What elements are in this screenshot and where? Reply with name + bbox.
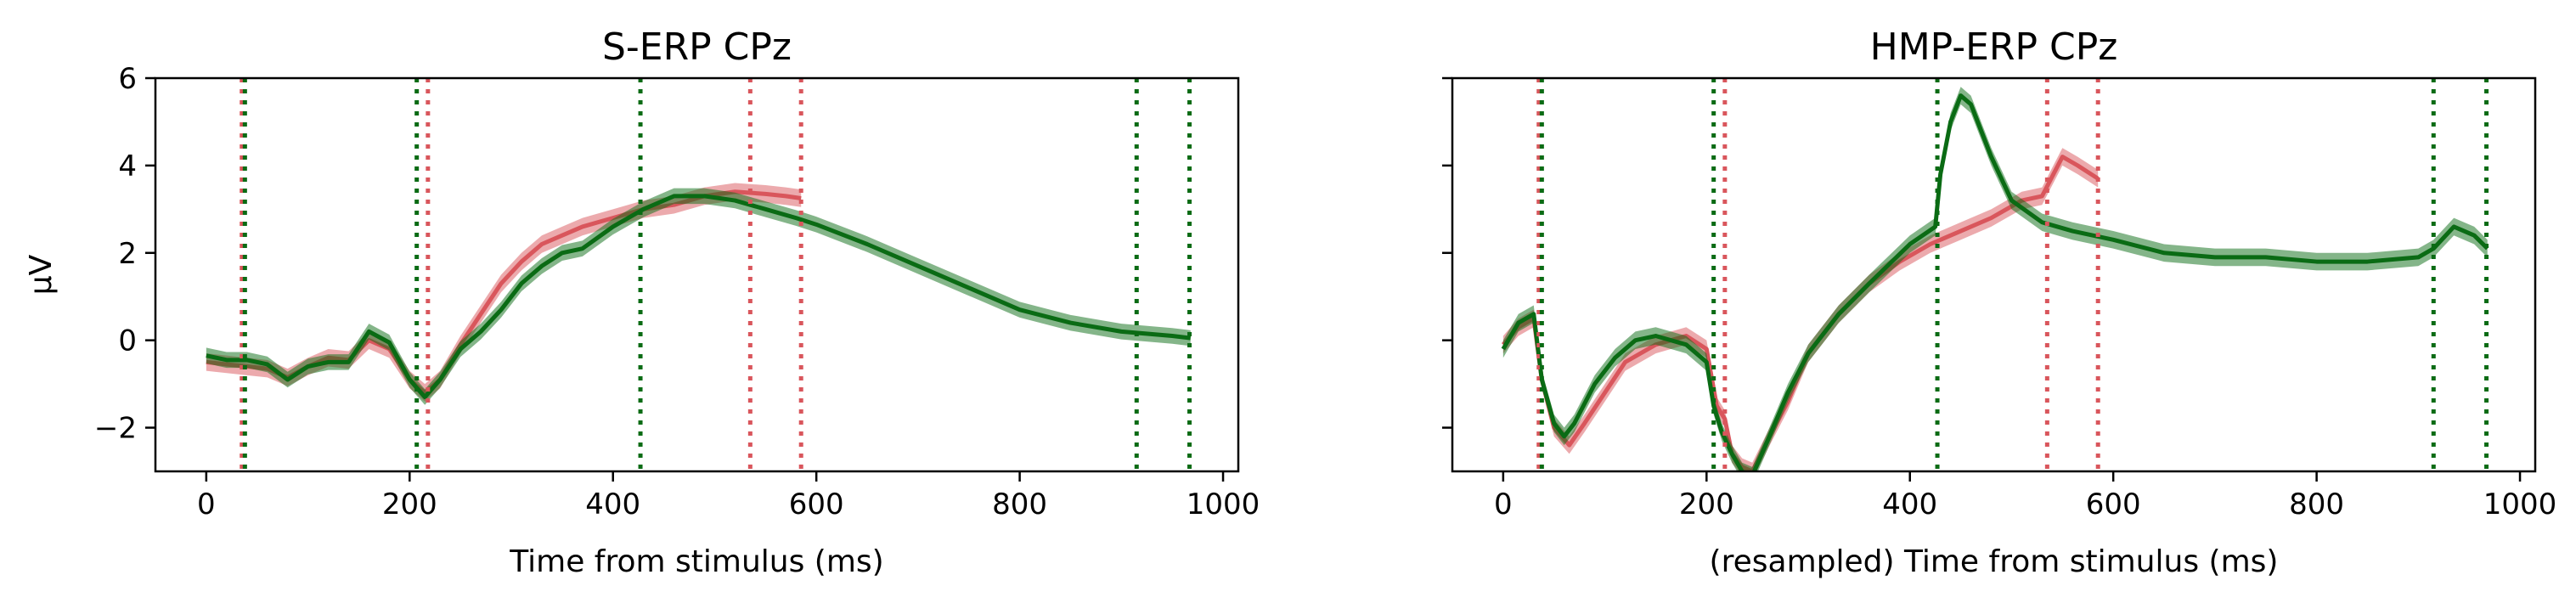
x-tick-label: 0 [197, 487, 216, 521]
y-tick-label: 4 [118, 149, 137, 183]
x-tick-label: 1000 [1187, 487, 1260, 521]
plot-area [206, 78, 1192, 471]
x-axis-label: Time from stimulus (ms) [509, 544, 883, 579]
y-tick-label: 6 [118, 62, 137, 96]
y-tick-label: 2 [118, 237, 137, 271]
x-tick-label: 200 [382, 487, 437, 521]
series-green-band [206, 188, 1191, 405]
series-green-line [1501, 93, 2489, 471]
x-tick-label: 600 [789, 487, 844, 521]
chart-title: HMP-ERP CPz [1870, 25, 2118, 69]
x-tick-label: 600 [2086, 487, 2141, 521]
series-red-line [206, 189, 802, 395]
y-axis-label: μV [24, 254, 59, 295]
x-tick-label: 0 [1494, 487, 1513, 521]
plot-frame [154, 76, 1240, 473]
series-green-line [206, 194, 1192, 400]
plot-frame [1451, 76, 2537, 473]
y-tick-label: 0 [118, 324, 137, 358]
x-tick-label: 1000 [2483, 487, 2557, 521]
x-tick-label: 400 [585, 487, 640, 521]
y-tick-label: −2 [94, 412, 137, 446]
plot-area [1501, 78, 2489, 471]
chart-title: S-ERP CPz [602, 25, 792, 69]
x-tick-label: 800 [992, 487, 1047, 521]
x-tick-label: 200 [1679, 487, 1734, 521]
series-red-band [1502, 148, 2099, 471]
series-green-band [1502, 87, 2488, 471]
x-tick-label: 400 [1882, 487, 1937, 521]
panel-hmp-erp: 0 200 400 600 800 1000 HMP-ERP CPz (resampled) … [1442, 25, 2556, 579]
x-tick-label: 800 [2289, 487, 2344, 521]
x-axis-label: (resampled) Time from stimulus (ms) [1710, 544, 2279, 579]
panel-s-erp: 0 200 400 600 800 1000 −2 0 2 4 6 S-ERP CPz Time fro… [24, 25, 1260, 579]
